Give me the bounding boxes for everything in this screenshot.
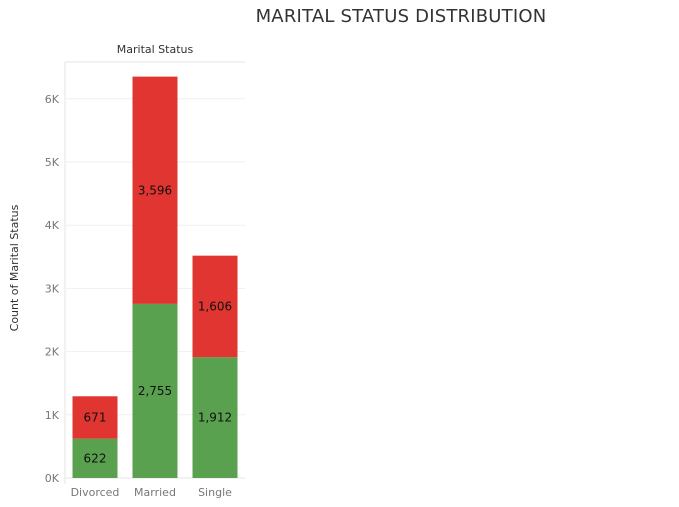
y-tick-label: 3K xyxy=(45,282,60,295)
y-tick-label: 4K xyxy=(45,219,60,232)
y-tick-label: 5K xyxy=(45,156,60,169)
y-axis-label: Count of Marital Status xyxy=(8,204,21,331)
x-axis-ticks: Divorced Married Single xyxy=(71,486,233,499)
data-label: 1,606 xyxy=(198,299,232,313)
y-tick-label: 2K xyxy=(45,346,60,359)
data-label: 622 xyxy=(84,451,107,465)
bar-segment xyxy=(132,76,178,304)
y-axis-ticks: 0K 1K 2K 3K 4K 5K 6K xyxy=(45,93,60,485)
bar-segment xyxy=(72,438,118,478)
y-tick-label: 6K xyxy=(45,93,60,106)
bar-segment xyxy=(192,255,238,358)
data-label: 3,596 xyxy=(138,183,172,197)
x-tick-label: Divorced xyxy=(71,486,120,499)
bars xyxy=(72,76,238,478)
bar-segment xyxy=(72,396,118,439)
chart-title: MARITAL STATUS DISTRIBUTION xyxy=(255,6,547,27)
y-tick-label: 1K xyxy=(45,409,60,422)
y-tick-label: 0K xyxy=(45,472,60,485)
x-tick-label: Single xyxy=(198,486,232,499)
column-header: Marital Status xyxy=(117,43,194,56)
bar-segment xyxy=(192,357,238,478)
data-label: 2,755 xyxy=(138,384,172,398)
x-tick-label: Married xyxy=(134,486,176,499)
data-labels: 622 671 2,755 3,596 1,912 1,606 xyxy=(84,183,233,465)
data-label: 1,912 xyxy=(198,411,232,425)
bar-segment xyxy=(132,303,178,478)
data-label: 671 xyxy=(84,410,107,424)
